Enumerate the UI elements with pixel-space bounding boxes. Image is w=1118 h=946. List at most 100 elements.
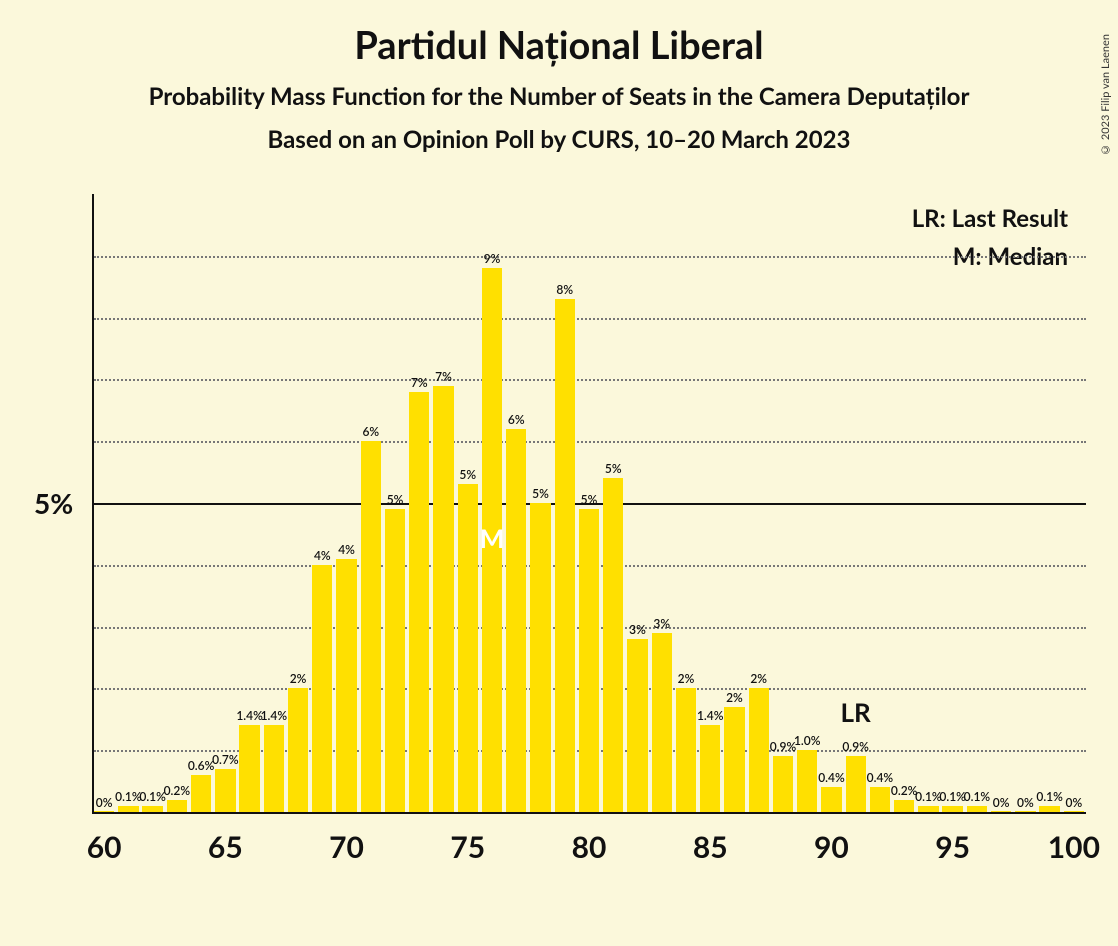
bar-value-label: 5%: [532, 486, 549, 501]
bar: [749, 688, 769, 812]
bar-value-label: 2%: [678, 671, 695, 686]
bar: [1039, 806, 1059, 812]
last-result-marker: LR: [841, 696, 871, 728]
bar: [239, 725, 259, 812]
x-axis-label: 85: [693, 829, 728, 865]
bar-value-label: 8%: [556, 282, 573, 297]
bar-value-label: 2%: [290, 671, 307, 686]
bar-value-label: 0.6%: [188, 758, 215, 773]
bar: [264, 725, 284, 812]
x-axis-label: 100: [1048, 829, 1100, 865]
bar-value-label: 5%: [605, 461, 622, 476]
bar: [385, 509, 405, 812]
bar: [118, 806, 138, 812]
gridline: [94, 318, 1086, 320]
bar: [458, 484, 478, 812]
bar-value-label: 1.0%: [794, 733, 821, 748]
bar: [1015, 811, 1035, 812]
bar-value-label: 0%: [1017, 795, 1034, 810]
bar-value-label: 1.4%: [697, 708, 724, 723]
bar: [361, 441, 381, 812]
gridline: [94, 256, 1086, 258]
bar: [142, 806, 162, 812]
bar-value-label: 2%: [726, 690, 743, 705]
bar: [530, 503, 550, 812]
bar-value-label: 7%: [435, 369, 452, 384]
bar-value-label: 1.4%: [261, 708, 288, 723]
bar: [652, 633, 672, 812]
bar-value-label: 0.2%: [164, 783, 191, 798]
bar: [336, 559, 356, 812]
bar: [724, 707, 744, 812]
bar-value-label: 0%: [993, 795, 1010, 810]
median-marker: M: [480, 522, 505, 554]
bar: [409, 392, 429, 812]
bar: [773, 756, 793, 812]
y-axis-label: 5%: [34, 486, 46, 520]
gridline: [94, 379, 1086, 381]
bar: [167, 800, 187, 812]
x-axis-label: 65: [208, 829, 243, 865]
bar: [579, 509, 599, 812]
bar-value-label: 0.9%: [770, 739, 797, 754]
bar: [942, 806, 962, 812]
bar: [1064, 811, 1084, 812]
chart-container: LR: Last Result M: Median 5%606570758085…: [92, 194, 1092, 864]
bar: [821, 787, 841, 812]
bar-value-label: 6%: [508, 412, 525, 427]
bar: [846, 756, 866, 812]
bar: [700, 725, 720, 812]
bar: [94, 811, 114, 812]
bar-value-label: 0%: [1066, 795, 1083, 810]
bar: [312, 565, 332, 812]
chart-title: Partidul Național Liberal: [0, 22, 1118, 68]
x-axis-label: 60: [87, 829, 122, 865]
bar-value-label: 5%: [581, 492, 598, 507]
x-axis-label: 70: [329, 829, 364, 865]
bar-value-label: 0.7%: [212, 752, 239, 767]
bar: [894, 800, 914, 812]
bar-value-label: 7%: [411, 375, 428, 390]
bar-value-label: 0.9%: [842, 739, 869, 754]
plot-area: 5%60657075808590951000%0.1%0.1%0.2%0.6%0…: [92, 194, 1086, 814]
bar-value-label: 0.1%: [964, 789, 991, 804]
bar: [433, 386, 453, 812]
bar: [555, 299, 575, 812]
bar-value-label: 0.1%: [939, 789, 966, 804]
bar-value-label: 1.4%: [236, 708, 263, 723]
bar-value-label: 6%: [362, 424, 379, 439]
bar-value-label: 5%: [387, 492, 404, 507]
bar-value-label: 4%: [314, 548, 331, 563]
x-axis-label: 95: [935, 829, 970, 865]
bar-value-label: 0.1%: [139, 789, 166, 804]
bar: [191, 775, 211, 812]
bar: [967, 806, 987, 812]
chart-subtitle-2: Based on an Opinion Poll by CURS, 10–20 …: [0, 125, 1118, 154]
bar-value-label: 5%: [459, 467, 476, 482]
gridline: [94, 441, 1086, 443]
bar: [918, 806, 938, 812]
x-axis-label: 80: [572, 829, 607, 865]
bar: [870, 787, 890, 812]
chart-subtitle: Probability Mass Function for the Number…: [0, 82, 1118, 111]
bar-value-label: 3%: [629, 622, 646, 637]
bar-value-label: 0.1%: [915, 789, 942, 804]
bar: [603, 478, 623, 812]
bar-value-label: 0.1%: [115, 789, 142, 804]
bar-value-label: 0.2%: [891, 783, 918, 798]
bar-value-label: 0.4%: [818, 770, 845, 785]
bar: [991, 811, 1011, 812]
x-axis: [92, 812, 1086, 814]
x-axis-label: 75: [450, 829, 485, 865]
bar-value-label: 9%: [484, 251, 501, 266]
bar-value-label: 2%: [750, 671, 767, 686]
bar-value-label: 0%: [96, 795, 113, 810]
bar: [627, 639, 647, 812]
bar: [506, 429, 526, 812]
bar: [288, 688, 308, 812]
bar-value-label: 4%: [338, 542, 355, 557]
bar: [215, 769, 235, 812]
bar: [676, 688, 696, 812]
bar: [797, 750, 817, 812]
bar-value-label: 0.1%: [1036, 789, 1063, 804]
